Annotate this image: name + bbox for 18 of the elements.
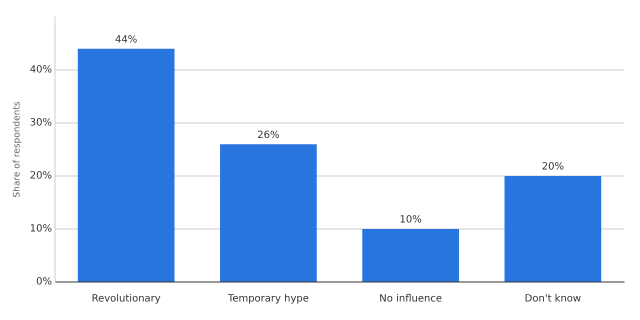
x-tick-label: Temporary hype xyxy=(226,294,309,305)
y-tick-label: 10% xyxy=(30,224,52,235)
bar xyxy=(362,229,459,282)
bar xyxy=(504,176,602,282)
x-tick-label: Revolutionary xyxy=(92,294,161,305)
x-tick-label: No influence xyxy=(379,294,442,305)
y-axis-title: Share of respondents xyxy=(12,101,23,198)
data-label: 44% xyxy=(115,34,138,46)
x-tick-label: Don't know xyxy=(524,294,582,305)
data-label: 20% xyxy=(542,162,564,173)
data-label: 26% xyxy=(257,130,280,141)
y-tick-label: 30% xyxy=(30,118,52,129)
y-tick-label: 0% xyxy=(36,276,52,288)
bar xyxy=(220,144,317,282)
data-label: 10% xyxy=(400,214,422,226)
y-tick-label: 20% xyxy=(30,170,52,182)
y-tick-label: 40% xyxy=(30,64,52,76)
bar xyxy=(78,48,175,282)
